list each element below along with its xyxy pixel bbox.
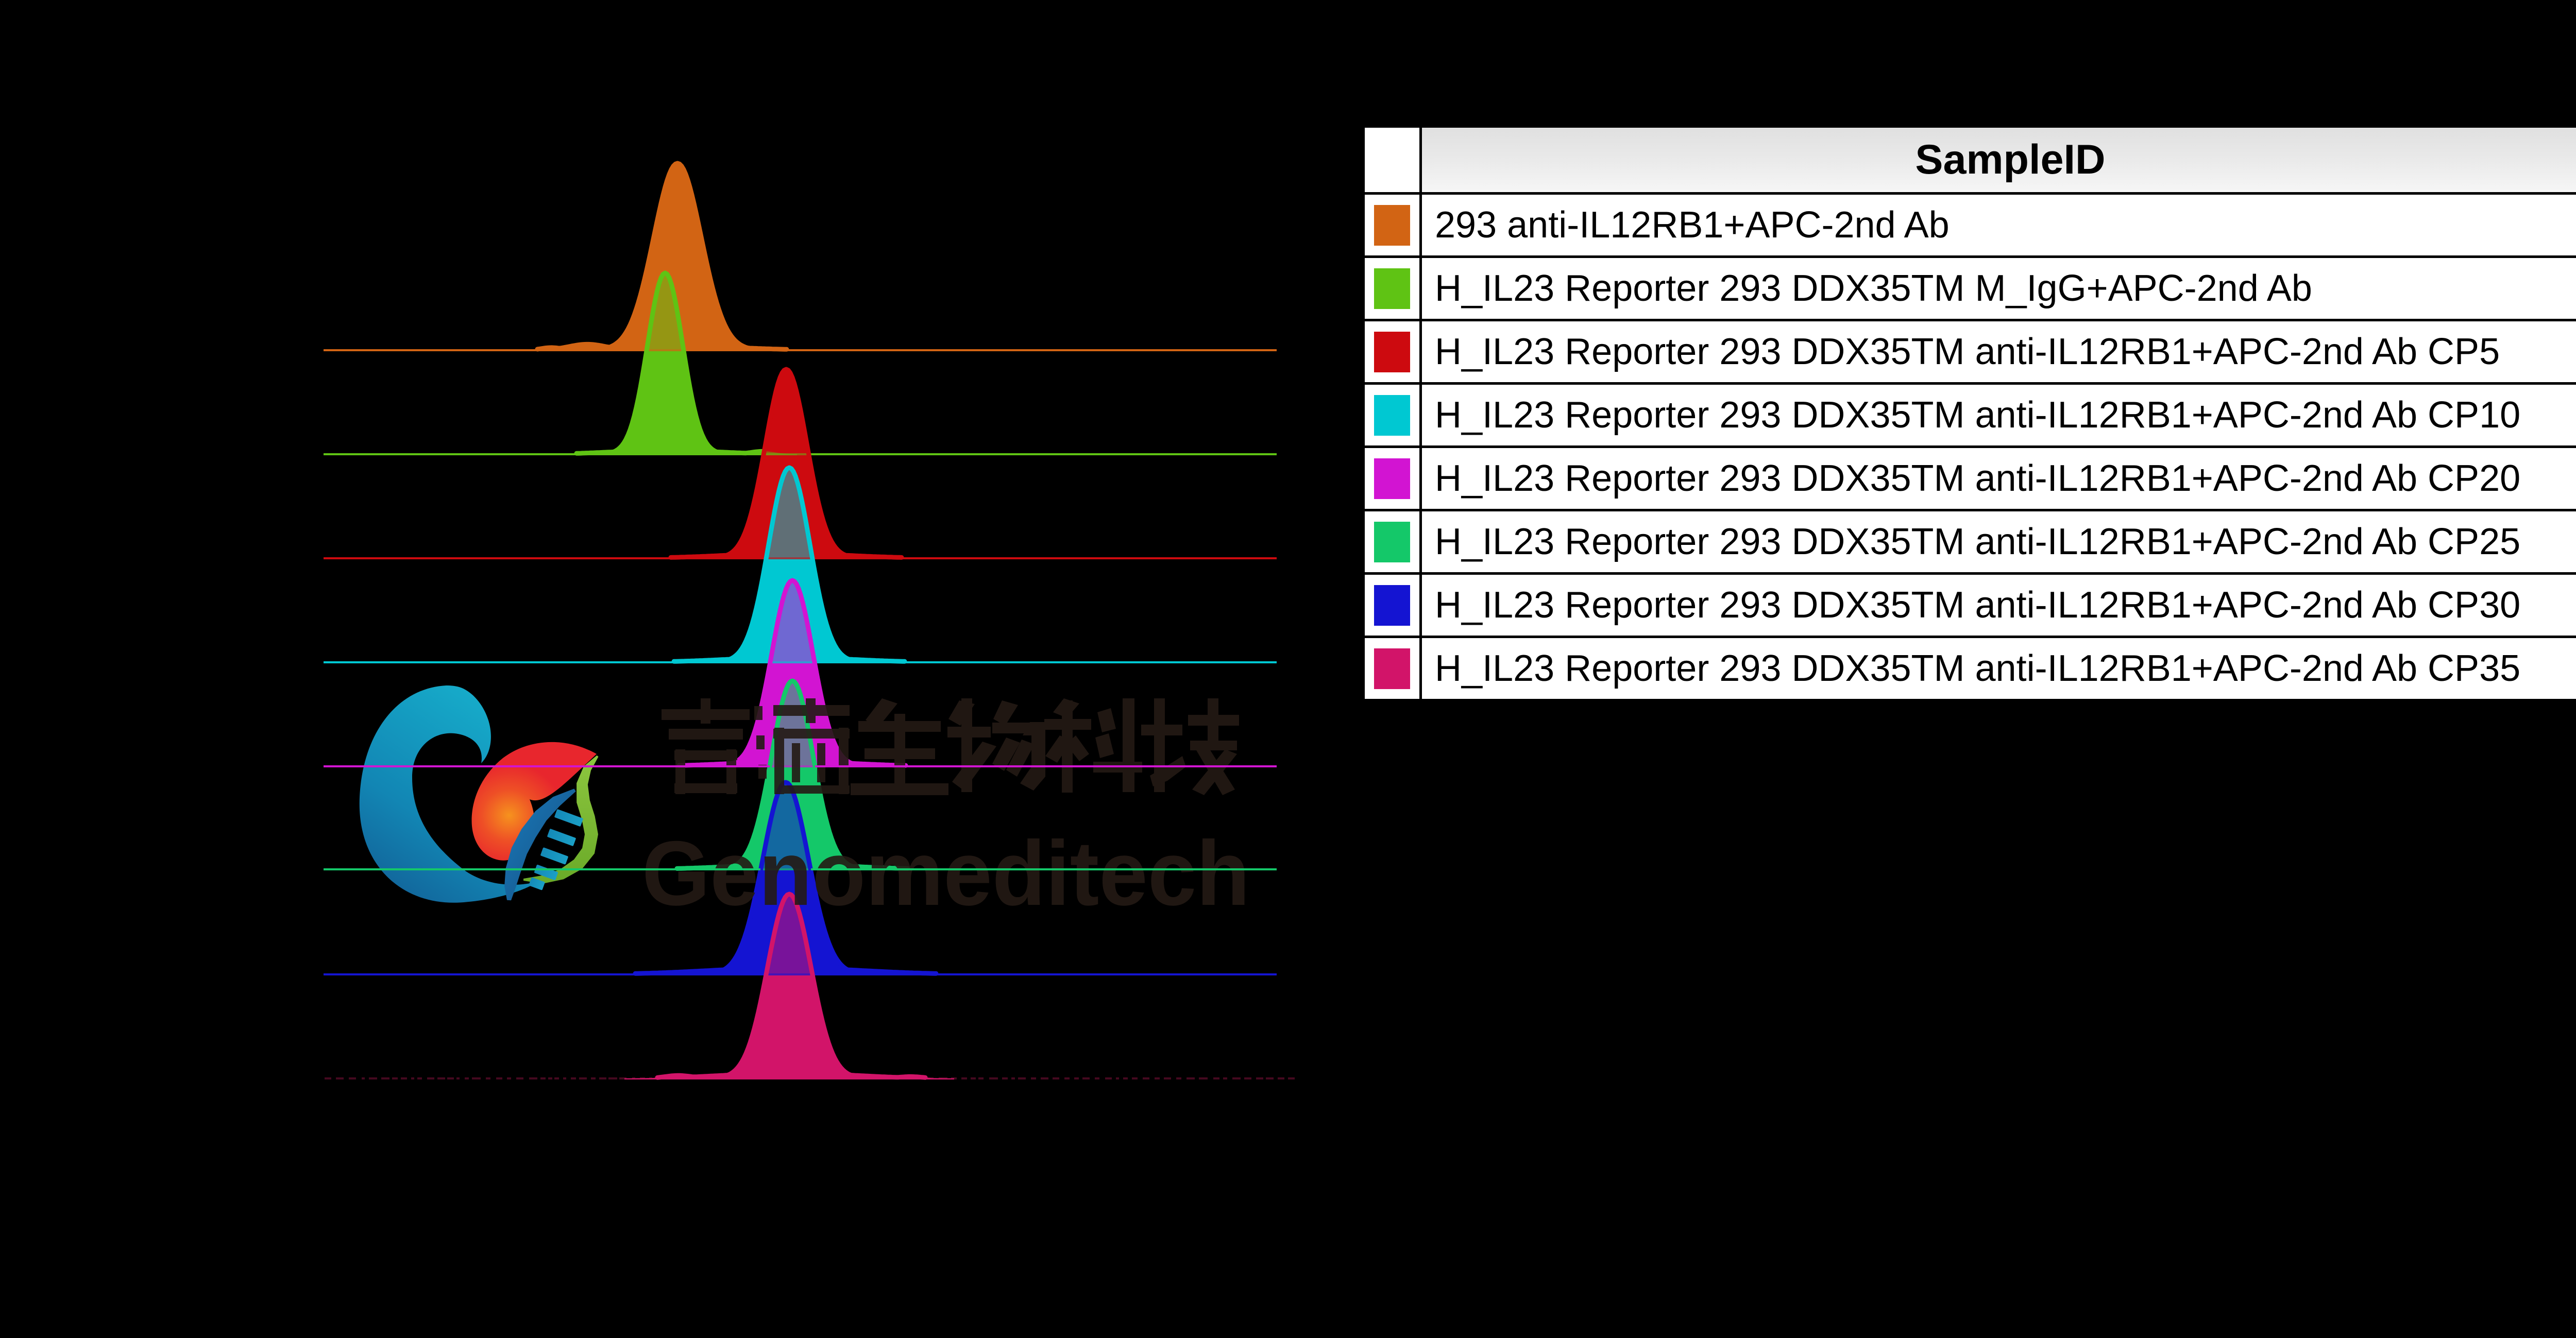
svg-text:Genomeditech: Genomeditech (642, 822, 1250, 924)
